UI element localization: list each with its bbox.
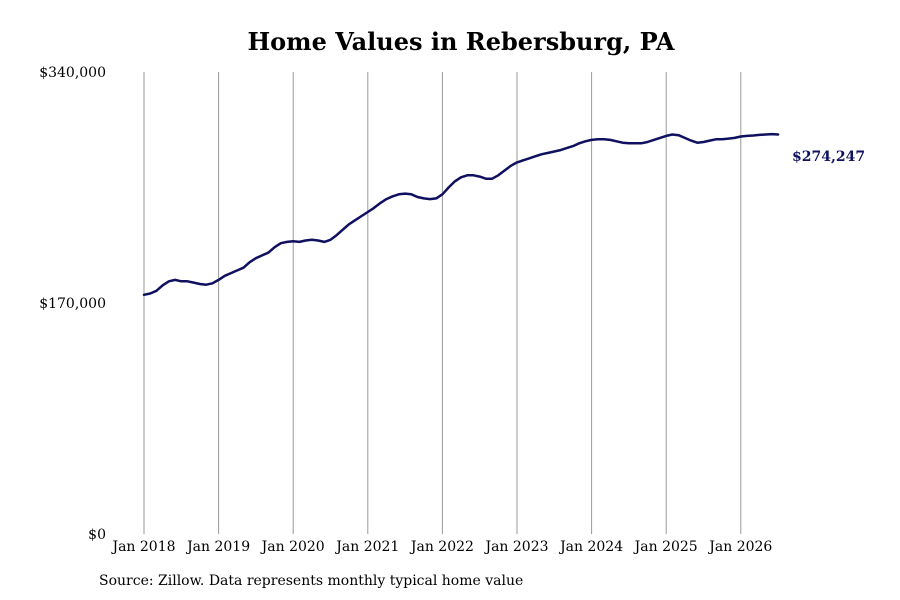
x-tick-label: Jan 2022 — [409, 539, 474, 555]
x-tick-label: Jan 2025 — [633, 539, 698, 555]
y-tick-label: $0 — [88, 527, 106, 543]
x-tick-label: Jan 2026 — [707, 539, 772, 555]
y-tick-label: $340,000 — [39, 65, 106, 81]
x-tick-label: Jan 2023 — [483, 539, 548, 555]
grid — [143, 72, 742, 534]
chart-title: Home Values in Rebersburg, PA — [247, 27, 674, 56]
x-tick-label: Jan 2021 — [334, 539, 399, 555]
x-tick-label: Jan 2019 — [185, 539, 250, 555]
source-note: Source: Zillow. Data represents monthly … — [99, 573, 524, 589]
x-tick-label: Jan 2024 — [558, 539, 623, 555]
x-tick-label: Jan 2018 — [110, 539, 175, 555]
y-tick-label: $170,000 — [39, 296, 106, 312]
x-tick-label: Jan 2020 — [260, 539, 325, 555]
series-group — [142, 132, 780, 297]
series-line — [142, 132, 780, 297]
end-value-label: $274,247 — [792, 149, 865, 165]
y-axis: $340,000 $170,000 $0 — [39, 65, 106, 543]
x-axis: Jan 2018 Jan 2019 Jan 2020 Jan 2021 Jan 2022… — [110, 539, 772, 555]
